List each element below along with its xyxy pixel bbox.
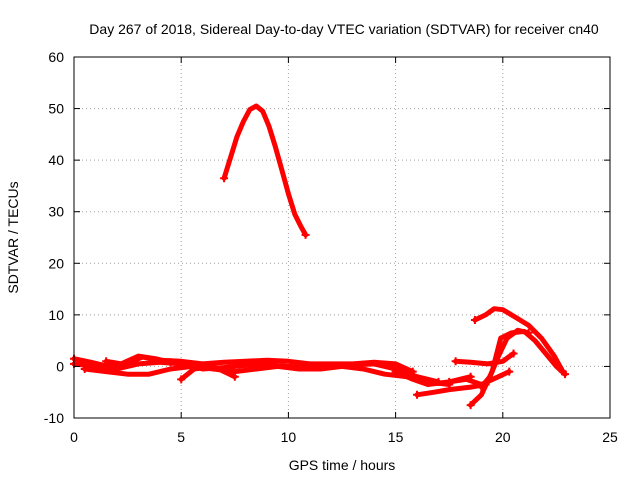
x-tick-label: 10 bbox=[281, 429, 297, 445]
series-seg-e bbox=[456, 354, 514, 364]
series-endpoint-marker bbox=[452, 357, 460, 365]
series-group bbox=[70, 106, 569, 409]
y-tick-label: 10 bbox=[48, 307, 64, 323]
x-axis-label: GPS time / hours bbox=[289, 457, 396, 473]
x-tick-label: 5 bbox=[177, 429, 185, 445]
x-tick-label: 20 bbox=[495, 429, 511, 445]
y-tick-label: 30 bbox=[48, 204, 64, 220]
sdtvar-chart: 0 5 10 15 20 25 -10 0 10 20 30 40 50 60 Day 267 of 20… bbox=[0, 0, 640, 480]
series-seg-d bbox=[449, 372, 509, 385]
y-tick-label: 50 bbox=[48, 101, 64, 117]
x-tick-label: 0 bbox=[70, 429, 78, 445]
y-tick-label: 20 bbox=[48, 255, 64, 271]
x-tick-label: 25 bbox=[602, 429, 618, 445]
chart-title: Day 267 of 2018, Sidereal Day-to-day VTE… bbox=[89, 21, 599, 37]
y-axis-label: SDTVAR / TECUs bbox=[5, 181, 21, 293]
series-late-peak bbox=[471, 331, 565, 405]
y-tick-label: 60 bbox=[48, 49, 64, 65]
x-tick-label: 15 bbox=[388, 429, 404, 445]
y-tick-label: 40 bbox=[48, 152, 64, 168]
y-tick-label: 0 bbox=[56, 358, 64, 374]
series-arc-high bbox=[224, 106, 306, 235]
y-tick-label: -10 bbox=[44, 410, 64, 426]
